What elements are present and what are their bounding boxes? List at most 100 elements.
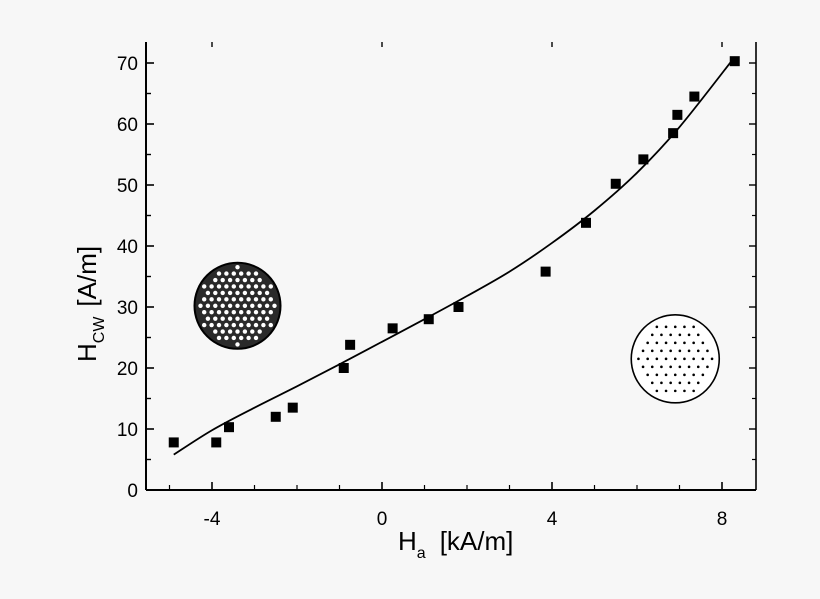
lattice-hole xyxy=(231,271,236,276)
data-point xyxy=(387,323,398,334)
y-tick-label: 40 xyxy=(117,237,138,258)
lattice-hole xyxy=(198,303,203,308)
sparse-dot xyxy=(655,389,659,393)
sparse-dot xyxy=(660,333,663,337)
ticks: 0 10 20 30 40 50 60 70 -4 0 4 8 xyxy=(117,42,756,530)
lattice-hole xyxy=(250,277,255,283)
x-axis-subscript: a xyxy=(417,545,426,562)
sparse-dot xyxy=(683,341,686,345)
dense-lattice-inset xyxy=(193,261,282,350)
sparse-dot xyxy=(655,341,659,345)
y-tick-label: 20 xyxy=(117,359,138,380)
sparse-dot xyxy=(664,389,668,393)
lattice-hole xyxy=(235,303,240,308)
data-point xyxy=(211,437,222,448)
sparse-dot xyxy=(655,373,659,377)
lattice-hole xyxy=(253,284,259,289)
sparse-dot xyxy=(683,357,686,361)
lattice-hole xyxy=(253,335,259,341)
lattice-hole xyxy=(220,329,225,334)
lattice-hole xyxy=(213,329,218,334)
data-point xyxy=(610,178,621,189)
sparse-dot xyxy=(646,341,649,345)
lattice-hole xyxy=(216,297,222,302)
sparse-dot xyxy=(701,373,705,377)
lattice-hole xyxy=(220,290,225,296)
fit-curve xyxy=(173,56,736,456)
axes xyxy=(145,42,757,491)
lattice-hole xyxy=(224,271,229,276)
lattice-hole xyxy=(261,284,266,289)
data-point xyxy=(672,109,683,120)
sparse-dot-inset xyxy=(630,314,721,404)
lattice-hole xyxy=(235,342,240,347)
inset-illustrations xyxy=(193,261,721,404)
sparse-dot xyxy=(641,365,645,369)
lattice-hole xyxy=(227,290,233,296)
lattice-hole xyxy=(261,310,266,315)
lattice-hole xyxy=(261,322,266,328)
lattice-hole xyxy=(227,303,233,308)
data-point xyxy=(689,91,700,102)
lattice-hole xyxy=(250,316,255,321)
x-axis-title: Ha [kA/m] xyxy=(398,526,513,562)
lattice-hole xyxy=(253,271,259,276)
lattice-hole xyxy=(216,322,222,328)
sparse-dot xyxy=(664,341,668,345)
sparse-dot xyxy=(655,357,659,361)
y-axis-subscript: CW xyxy=(91,316,108,344)
lattice-hole xyxy=(220,316,225,321)
sparse-dot xyxy=(701,357,705,361)
data-point xyxy=(345,339,356,350)
lattice-hole xyxy=(224,284,229,289)
sparse-dot xyxy=(673,373,677,377)
lattice-hole xyxy=(257,303,262,308)
sparse-dot xyxy=(646,357,649,361)
sparse-dot xyxy=(678,365,682,369)
sparse-dot xyxy=(678,349,682,353)
x-axis-unit: [kA/m] xyxy=(440,526,514,556)
sparse-dot xyxy=(660,381,663,385)
x-axis-symbol: H xyxy=(398,526,417,556)
lattice-hole xyxy=(231,322,236,328)
lattice-hole xyxy=(239,271,244,276)
sparse-dot xyxy=(673,357,677,361)
lattice-hole xyxy=(227,316,233,321)
lattice-hole xyxy=(213,277,218,283)
lattice-hole xyxy=(268,322,273,328)
sparse-dot xyxy=(701,341,705,345)
sparse-dot xyxy=(650,349,654,353)
sparse-dot xyxy=(687,349,691,353)
sparse-dot xyxy=(692,373,695,377)
sparse-dot xyxy=(669,381,672,385)
x-tick-label: 4 xyxy=(547,509,558,530)
lattice-hole xyxy=(209,310,214,315)
y-tick-label: 60 xyxy=(117,115,138,136)
sparse-dot xyxy=(683,389,686,393)
lattice-hole xyxy=(246,271,251,276)
sparse-dot xyxy=(673,389,677,393)
lattice-hole xyxy=(202,310,207,315)
sparse-dot xyxy=(683,373,686,377)
sparse-dot xyxy=(664,357,668,361)
sparse-dot xyxy=(696,349,700,353)
sparse-dot xyxy=(692,341,695,345)
lattice-hole xyxy=(253,322,259,328)
data-point xyxy=(224,422,234,433)
lattice-hole xyxy=(235,316,240,321)
sparse-dot xyxy=(692,357,695,361)
sparse-dot xyxy=(664,373,668,377)
lattice-hole xyxy=(235,329,240,334)
data-points xyxy=(168,56,740,448)
lattice-hole xyxy=(213,290,218,296)
lattice-hole xyxy=(224,322,229,328)
sparse-dot xyxy=(673,325,677,329)
lattice-hole xyxy=(224,297,229,302)
lattice-hole xyxy=(239,310,244,315)
lattice-hole xyxy=(231,297,236,302)
lattice-hole xyxy=(202,322,207,328)
x-tick-label: 0 xyxy=(377,509,388,530)
lattice-hole xyxy=(213,316,218,321)
sparse-dot xyxy=(696,365,700,369)
lattice-hole xyxy=(220,303,225,308)
